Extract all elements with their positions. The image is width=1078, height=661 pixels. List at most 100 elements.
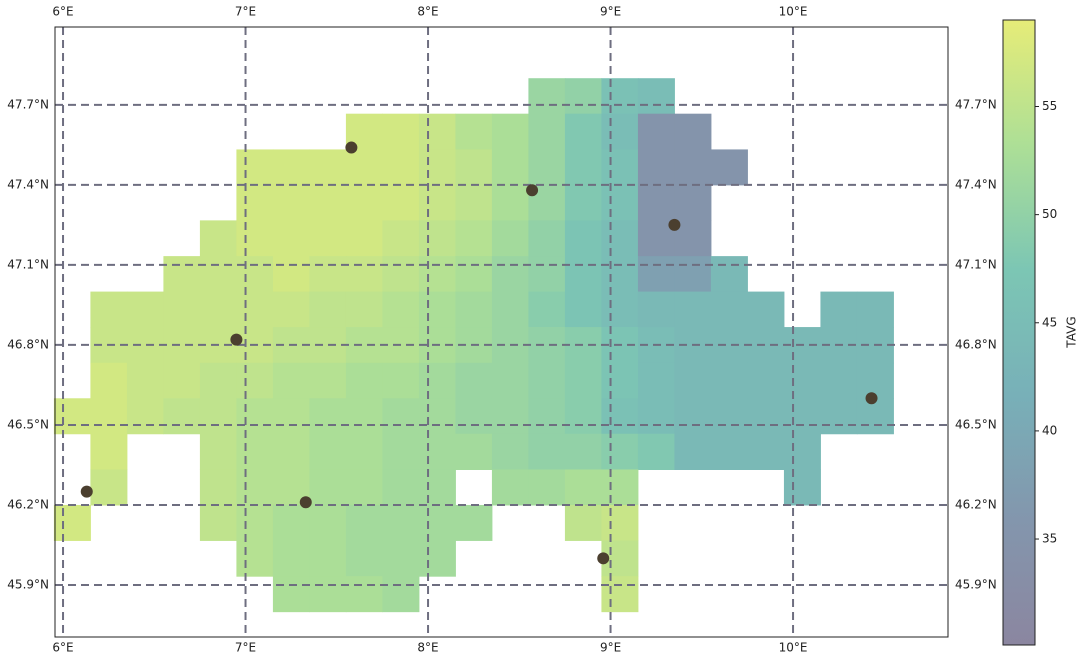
- grid-cell: [601, 292, 638, 328]
- grid-cell: [236, 185, 273, 221]
- colorbar-tick-label: 50: [1042, 207, 1057, 221]
- grid-cell: [419, 114, 456, 150]
- grid-cell: [492, 220, 529, 256]
- grid-cell: [90, 434, 127, 470]
- grid-cell: [601, 469, 638, 505]
- grid-cell: [236, 540, 273, 576]
- grid-cell: [492, 292, 529, 328]
- grid-cell: [601, 149, 638, 185]
- grid-cell: [674, 149, 711, 185]
- grid-cell: [455, 363, 492, 399]
- y-tick-label-right: 47.1°N: [955, 257, 997, 271]
- colorbar-tick-label: 35: [1042, 532, 1057, 546]
- grid-cell: [565, 434, 602, 470]
- grid-cell: [309, 185, 346, 221]
- grid-cell: [820, 398, 857, 434]
- y-tick-label: 46.5°N: [7, 417, 49, 431]
- grid-cell: [565, 363, 602, 399]
- grid-cell: [565, 292, 602, 328]
- grid-cell: [747, 292, 784, 328]
- grid-cell: [419, 220, 456, 256]
- grid-cell: [747, 327, 784, 363]
- grid-cell: [711, 398, 748, 434]
- grid-cell: [492, 185, 529, 221]
- grid-cell: [857, 292, 894, 328]
- y-tick-label-right: 47.7°N: [955, 97, 997, 111]
- grid-cell: [127, 327, 164, 363]
- grid-cell: [528, 363, 565, 399]
- grid-cell: [419, 505, 456, 541]
- grid-cell: [711, 256, 748, 292]
- grid-cell: [346, 185, 383, 221]
- grid-cell: [638, 114, 675, 150]
- grid-cell: [528, 434, 565, 470]
- grid-cell: [309, 292, 346, 328]
- grid-cell: [419, 292, 456, 328]
- grid-cell: [784, 434, 821, 470]
- grid-cell: [273, 185, 310, 221]
- grid-cell: [638, 185, 675, 221]
- station: [866, 392, 878, 404]
- grid-cell: [346, 149, 383, 185]
- grid-cell: [309, 469, 346, 505]
- grid-cell: [273, 363, 310, 399]
- grid-cell: [711, 327, 748, 363]
- grid-cell: [200, 505, 237, 541]
- grid-cell: [382, 363, 419, 399]
- grid-cell: [163, 292, 200, 328]
- grid-cell: [236, 149, 273, 185]
- grid-cell: [309, 327, 346, 363]
- x-tick-label-bottom: 8°E: [417, 641, 438, 655]
- grid-cell: [601, 505, 638, 541]
- grid-cell: [309, 220, 346, 256]
- grid-cell: [236, 398, 273, 434]
- grid-cell: [857, 398, 894, 434]
- grid-cell: [346, 292, 383, 328]
- grid-cell: [455, 220, 492, 256]
- grid-cell: [382, 149, 419, 185]
- grid-cell: [747, 398, 784, 434]
- grid-cell: [419, 398, 456, 434]
- y-tick-label: 47.1°N: [7, 257, 49, 271]
- y-tick-label-right: 47.4°N: [955, 177, 997, 191]
- grid-cell: [455, 114, 492, 150]
- grid-cell: [784, 363, 821, 399]
- grid-cell: [309, 505, 346, 541]
- grid-cell: [455, 434, 492, 470]
- grid-cell: [273, 220, 310, 256]
- grid-cell: [455, 505, 492, 541]
- colorbar-label: TAVG: [1065, 316, 1078, 348]
- y-tick-label-right: 45.9°N: [955, 577, 997, 591]
- grid-cell: [747, 434, 784, 470]
- grid-cell: [601, 576, 638, 612]
- grid-cell: [601, 398, 638, 434]
- grid-cell: [346, 540, 383, 576]
- grid-cell: [638, 434, 675, 470]
- grid-cell: [528, 256, 565, 292]
- grid-cell: [382, 185, 419, 221]
- grid-cell: [236, 256, 273, 292]
- grid-cell: [711, 292, 748, 328]
- grid-cell: [200, 256, 237, 292]
- grid-cell: [711, 363, 748, 399]
- grid-cell: [419, 540, 456, 576]
- grid-cell: [601, 114, 638, 150]
- grid-cell: [273, 576, 310, 612]
- grid-cell: [236, 434, 273, 470]
- grid-cell: [492, 469, 529, 505]
- grid-cell: [455, 256, 492, 292]
- grid-cell: [200, 292, 237, 328]
- grid-cell: [127, 292, 164, 328]
- grid-cell: [419, 256, 456, 292]
- y-tick-label-right: 46.2°N: [955, 497, 997, 511]
- grid-cell: [820, 363, 857, 399]
- grid-cell: [492, 434, 529, 470]
- grid-cell: [309, 540, 346, 576]
- grid-cell: [638, 256, 675, 292]
- y-tick-label: 46.2°N: [7, 497, 49, 511]
- grid-cell: [492, 256, 529, 292]
- grid-cell: [200, 434, 237, 470]
- y-tick-label: 47.4°N: [7, 177, 49, 191]
- station: [668, 219, 680, 231]
